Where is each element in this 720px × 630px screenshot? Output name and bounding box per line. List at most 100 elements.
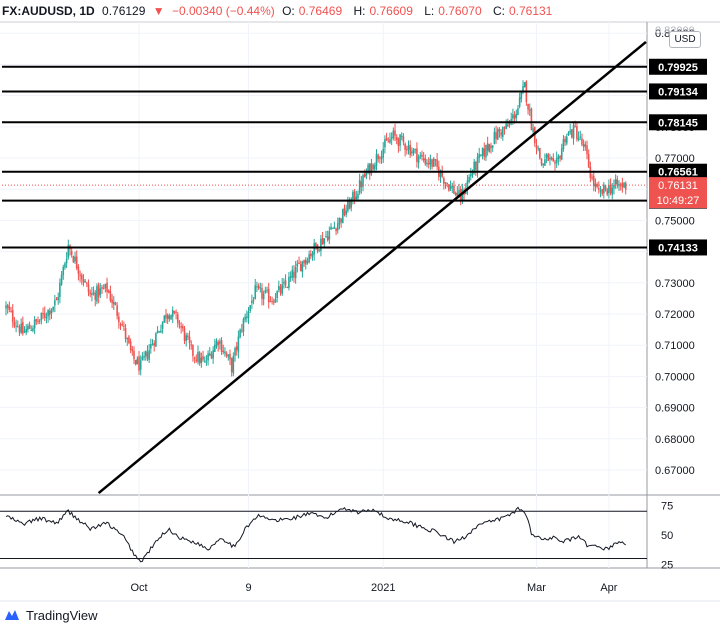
- candle-body: [15, 325, 17, 327]
- candle-body: [126, 337, 129, 340]
- candle-body: [336, 223, 339, 231]
- candle-body: [560, 148, 563, 160]
- candle-body: [13, 321, 16, 326]
- candle-body: [594, 183, 597, 187]
- candle-body: [70, 251, 73, 256]
- candle-body: [562, 139, 565, 149]
- candle-body: [278, 286, 280, 291]
- candle-body: [89, 292, 92, 295]
- candle-body: [65, 258, 68, 264]
- candle-body: [165, 314, 167, 319]
- candle-body: [291, 269, 294, 278]
- candle-body: [443, 178, 445, 184]
- candle-body: [296, 263, 299, 267]
- candle-body: [471, 172, 474, 176]
- candle-body: [84, 280, 86, 282]
- candle-body: [50, 309, 53, 314]
- candle-body: [244, 316, 246, 320]
- candle-body: [431, 159, 433, 167]
- candle-body: [565, 136, 568, 144]
- candle-body: [225, 353, 228, 356]
- candle-body: [37, 321, 39, 323]
- last-price: 0.76129: [102, 4, 146, 18]
- candle-body: [325, 235, 327, 237]
- candle-body: [416, 148, 418, 162]
- candle-body: [304, 259, 307, 265]
- current-price-label: 0.76131: [658, 180, 698, 192]
- candle-body: [540, 158, 543, 165]
- candle-body: [182, 326, 184, 329]
- low-value: 0.76070: [438, 4, 482, 18]
- candle-body: [495, 132, 497, 139]
- y-tick-label: 0.71000: [655, 340, 695, 352]
- candle-body: [555, 158, 558, 163]
- candle-body: [208, 353, 211, 356]
- candle-body: [239, 329, 241, 338]
- candle-body: [370, 163, 373, 174]
- candle-body: [422, 158, 425, 161]
- candle-body: [271, 300, 273, 302]
- candle-body: [417, 156, 420, 163]
- candle-body: [385, 138, 388, 141]
- candle-body: [48, 310, 51, 315]
- candle-body: [597, 188, 600, 190]
- candle-body: [485, 144, 487, 158]
- candle-body: [439, 170, 442, 177]
- candle-body: [618, 184, 620, 187]
- candle-body: [582, 144, 585, 147]
- candle-body: [150, 344, 152, 349]
- symbol-label: FX:AUDUSD, 1D: [2, 4, 95, 18]
- candle-body: [123, 325, 125, 327]
- candle-body: [614, 179, 617, 185]
- candle-body: [545, 154, 548, 158]
- candle-body: [468, 177, 470, 183]
- candle-body: [153, 342, 155, 346]
- candle-body: [279, 286, 282, 293]
- candle-body: [390, 137, 393, 139]
- y-tick-label: 0.75000: [655, 215, 695, 227]
- candle-body: [283, 282, 285, 284]
- candle-body: [348, 200, 351, 210]
- candle-body: [409, 144, 411, 155]
- candle-body: [38, 320, 41, 322]
- tradingview-logo[interactable]: TradingView: [4, 606, 98, 624]
- candle-body: [161, 321, 164, 329]
- candle-body: [155, 333, 157, 347]
- price-change: −0.00340 (−0.44%): [171, 4, 275, 18]
- candle-body: [138, 356, 140, 371]
- candle-body: [219, 341, 221, 344]
- candle-body: [345, 210, 347, 215]
- candle-body: [402, 136, 405, 143]
- candle-body: [591, 177, 593, 179]
- candle-body: [399, 134, 401, 146]
- y-tick-label: 0.70000: [655, 371, 695, 383]
- y-tick-label: 0.73000: [655, 278, 695, 290]
- currency-button[interactable]: USD: [669, 31, 701, 48]
- candle-body: [286, 286, 289, 288]
- candle-body: [116, 305, 118, 317]
- candle-body: [321, 238, 324, 245]
- candle-body: [441, 170, 443, 177]
- candle-body: [80, 274, 83, 280]
- candle-body: [552, 158, 555, 162]
- candle-body: [513, 114, 516, 119]
- candle-body: [111, 299, 113, 304]
- candle-body: [380, 156, 383, 160]
- candle-body: [564, 138, 566, 142]
- candle-body: [411, 151, 413, 154]
- candle-body: [99, 288, 102, 295]
- candle-body: [200, 357, 203, 364]
- trendline[interactable]: [97, 41, 647, 495]
- rsi-line: [5, 506, 626, 563]
- candle-body: [592, 175, 595, 186]
- candle-body: [261, 288, 263, 299]
- candle-body: [96, 286, 98, 302]
- close-value: 0.76131: [508, 4, 553, 18]
- candle-body: [293, 271, 295, 278]
- candle-body: [512, 114, 514, 119]
- candle-body: [451, 186, 454, 188]
- candle-body: [215, 340, 218, 347]
- candle-body: [621, 183, 624, 188]
- candle-body: [569, 130, 571, 133]
